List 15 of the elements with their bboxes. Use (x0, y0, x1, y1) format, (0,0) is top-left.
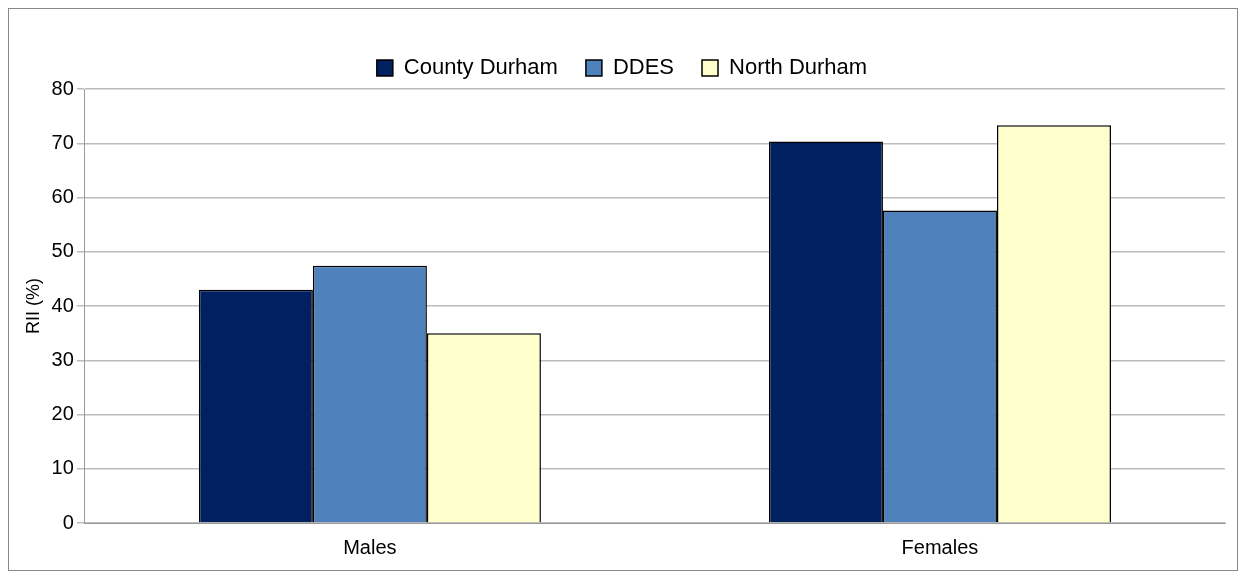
y-tick-label: 50 (51, 239, 74, 262)
y-tick-label: 0 (62, 510, 74, 533)
y-tick-label: 60 (51, 185, 74, 208)
y-tick-label: 40 (51, 293, 74, 316)
x-tick-label: Females (901, 535, 979, 558)
x-tick-label: Males (343, 535, 397, 558)
legend-label: DDES (612, 54, 675, 80)
y-tick-label: 80 (51, 76, 74, 99)
legend-label: North Durham (729, 54, 868, 80)
legend-label: County Durham (403, 54, 558, 80)
y-tick-label: 70 (51, 130, 74, 153)
y-tick-label: 30 (51, 347, 74, 370)
y-tick-label: 20 (51, 402, 74, 425)
y-axis-title: RII (%) (22, 278, 43, 334)
y-tick-label: 10 (51, 456, 74, 479)
